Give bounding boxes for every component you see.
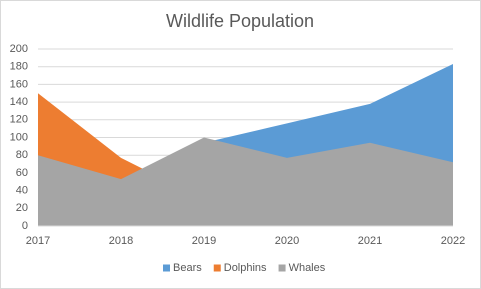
y-tick-label: 80 [16,149,28,161]
area [38,137,453,226]
y-tick-label: 120 [10,114,28,126]
legend-label: Whales [289,262,326,274]
x-tick-label: 2022 [441,235,465,247]
legend-label: Dolphins [224,262,267,274]
legend-label: Bears [173,262,202,274]
x-tick-label: 2019 [192,235,216,247]
legend-swatch [163,264,170,272]
x-tick-label: 2020 [275,235,299,247]
chart-title: Wildlife Population [166,11,314,31]
y-tick-label: 160 [10,78,28,90]
x-tick-label: 2021 [358,235,382,247]
y-tick-label: 60 [16,167,28,179]
y-tick-label: 100 [10,131,28,143]
y-tick-label: 140 [10,96,28,108]
y-tick-label: 20 [16,202,28,214]
x-tick-label: 2017 [26,235,50,247]
legend-swatch [213,264,221,272]
x-tick-label: 2018 [109,235,133,247]
legend-swatch [278,264,286,272]
y-tick-label: 0 [22,220,28,232]
y-tick-label: 180 [10,61,28,73]
y-tick-label: 200 [10,43,28,55]
y-tick-label: 40 [16,185,28,197]
